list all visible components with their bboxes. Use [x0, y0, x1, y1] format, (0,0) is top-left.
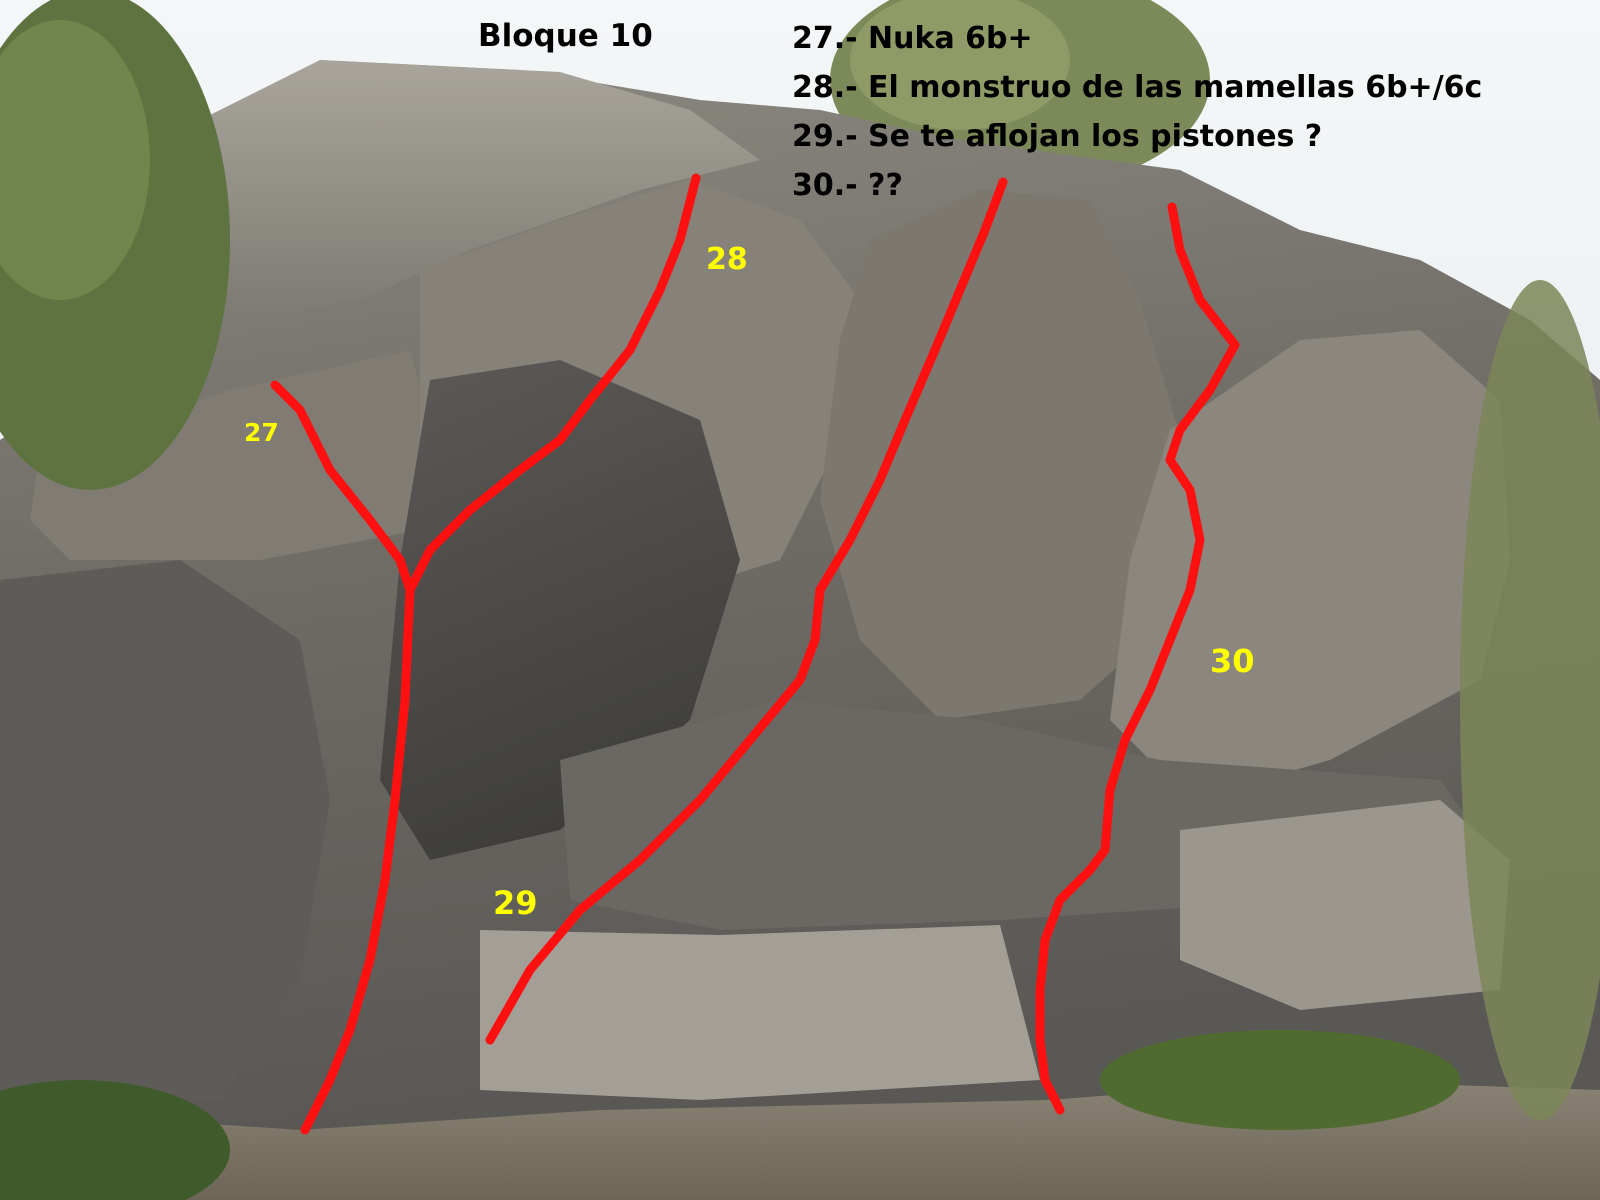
route-marker-30: 30 — [1210, 642, 1255, 680]
route-legend-item-28: 28.- El monstruo de las mamellas 6b+/6c — [792, 70, 1483, 105]
left-bush-highlight — [0, 20, 150, 300]
right-sapling — [1460, 280, 1600, 1120]
bottom-left-shrub — [0, 1080, 230, 1200]
route-marker-27: 27 — [244, 418, 279, 447]
upper-left-slab — [200, 60, 760, 320]
route-27-28-start-line — [300, 585, 415, 1135]
route-legend-item-29: 29.- Se te aflojan los pistones ? — [792, 119, 1323, 154]
background-tree-highlight — [850, 0, 1070, 130]
block-title: Bloque 10 — [478, 18, 653, 54]
route-27-line — [270, 380, 415, 595]
central-boulder-shadow — [380, 360, 740, 860]
lower-right-slab — [1180, 800, 1510, 1010]
route-marker-29: 29 — [493, 884, 538, 922]
route-29-line — [485, 177, 1008, 1045]
route-legend-item-30: 30.- ?? — [792, 168, 903, 203]
base-wall — [480, 925, 1040, 1100]
route-marker-28: 28 — [706, 242, 748, 277]
bottom-left-rock — [0, 560, 330, 1100]
route-30-line — [1035, 202, 1240, 1115]
left-ledge-boulder — [30, 350, 440, 560]
route-legend-item-27: 27.- Nuka 6b+ — [792, 21, 1033, 56]
route-lines — [270, 173, 1240, 1135]
far-right-boulder — [1110, 330, 1510, 800]
route-28-line — [405, 173, 701, 595]
bottom-right-grass — [1100, 1030, 1460, 1130]
right-round-boulder — [820, 190, 1190, 720]
route-legend: 27.- Nuka 6b+ 28.- El monstruo de las ma… — [792, 14, 1482, 210]
